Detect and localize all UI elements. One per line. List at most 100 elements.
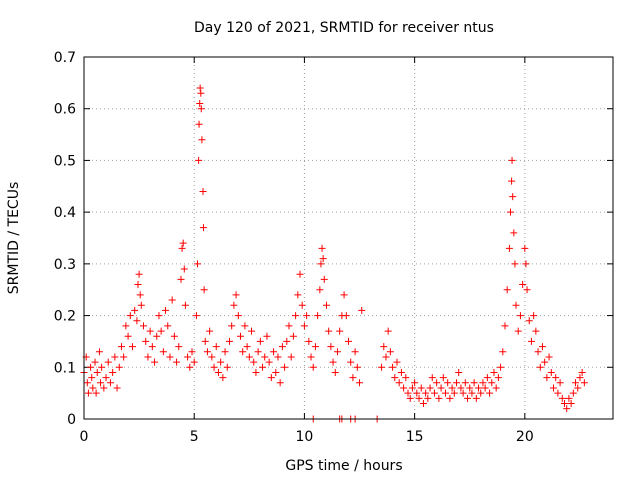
- y-tick-label: 0.3: [54, 257, 76, 273]
- data-point: [574, 384, 582, 392]
- data-point: [402, 374, 410, 382]
- data-point: [384, 327, 392, 335]
- data-point: [522, 260, 530, 268]
- data-point: [225, 337, 233, 345]
- data-point: [437, 384, 445, 392]
- data-point: [541, 358, 549, 366]
- data-point: [292, 312, 300, 320]
- data-point: [349, 374, 357, 382]
- data-point: [88, 374, 96, 382]
- data-point: [276, 379, 284, 387]
- data-point: [148, 343, 156, 351]
- data-point: [543, 374, 551, 382]
- data-point: [419, 399, 427, 407]
- data-point: [314, 312, 322, 320]
- data-point: [192, 312, 200, 320]
- plot-frame: [83, 56, 614, 420]
- data-point: [565, 394, 573, 402]
- data-point: [221, 348, 229, 356]
- data-point: [327, 343, 335, 351]
- data-point: [509, 193, 517, 201]
- data-point: [186, 363, 194, 371]
- data-point: [289, 332, 297, 340]
- data-point: [248, 327, 256, 335]
- data-point: [305, 337, 313, 345]
- data-point: [554, 389, 562, 397]
- data-point: [93, 368, 101, 376]
- data-point: [417, 384, 425, 392]
- data-point: [219, 374, 227, 382]
- data-point: [104, 358, 112, 366]
- data-point: [175, 343, 183, 351]
- data-point: [155, 312, 163, 320]
- data-point: [547, 368, 555, 376]
- data-point: [307, 353, 315, 361]
- data-point: [508, 177, 516, 185]
- data-point: [378, 363, 386, 371]
- data-point: [283, 337, 291, 345]
- data-point: [488, 379, 496, 387]
- data-point: [505, 244, 513, 252]
- data-point: [424, 394, 432, 402]
- data-point: [538, 343, 546, 351]
- data-point: [196, 84, 204, 92]
- data-point: [318, 244, 326, 252]
- data-point: [472, 394, 480, 402]
- data-point: [333, 348, 341, 356]
- data-point: [527, 337, 535, 345]
- data-point: [510, 229, 518, 237]
- data-point: [256, 337, 264, 345]
- data-point: [124, 332, 132, 340]
- data-point: [199, 224, 207, 232]
- data-point: [393, 358, 401, 366]
- data-point: [265, 358, 273, 366]
- data-point: [497, 363, 505, 371]
- data-point: [230, 301, 238, 309]
- data-point: [523, 286, 531, 294]
- data-point: [446, 394, 454, 402]
- data-point: [400, 384, 408, 392]
- data-point: [190, 358, 198, 366]
- data-point: [358, 306, 366, 314]
- data-point: [464, 394, 472, 402]
- data-point: [195, 120, 203, 128]
- data-point: [317, 260, 325, 268]
- data-point: [217, 358, 225, 366]
- data-point: [483, 374, 491, 382]
- data-point: [395, 379, 403, 387]
- data-point: [576, 374, 584, 382]
- data-point: [91, 358, 99, 366]
- data-point: [201, 337, 209, 345]
- data-point: [391, 374, 399, 382]
- data-point: [98, 363, 106, 371]
- axis-ticks: 0 0.1 0.2 0.3 0.4 0.5 0.6 0.7 0 5 10 15 20: [54, 50, 613, 445]
- data-point: [435, 394, 443, 402]
- data-point: [162, 306, 170, 314]
- data-point: [426, 384, 434, 392]
- data-point: [514, 327, 522, 335]
- data-point: [316, 286, 324, 294]
- data-point: [198, 136, 206, 144]
- data-point: [294, 291, 302, 299]
- data-point: [461, 379, 469, 387]
- data-point: [120, 353, 128, 361]
- data-point: [331, 368, 339, 376]
- y-tick-label: 0.5: [54, 153, 76, 169]
- y-tick-label: 0.4: [54, 205, 76, 221]
- data-point: [508, 156, 516, 164]
- data-point: [87, 363, 95, 371]
- data-point: [117, 343, 125, 351]
- data-point: [168, 296, 176, 304]
- data-point: [270, 348, 278, 356]
- data-point: [178, 244, 186, 252]
- data-point: [197, 89, 205, 97]
- data-point: [241, 322, 249, 330]
- data-point: [250, 358, 258, 366]
- data-point: [450, 389, 458, 397]
- data-point: [413, 389, 421, 397]
- data-points: [80, 84, 588, 423]
- data-point: [197, 105, 205, 113]
- data-point: [228, 322, 236, 330]
- data-point: [457, 384, 465, 392]
